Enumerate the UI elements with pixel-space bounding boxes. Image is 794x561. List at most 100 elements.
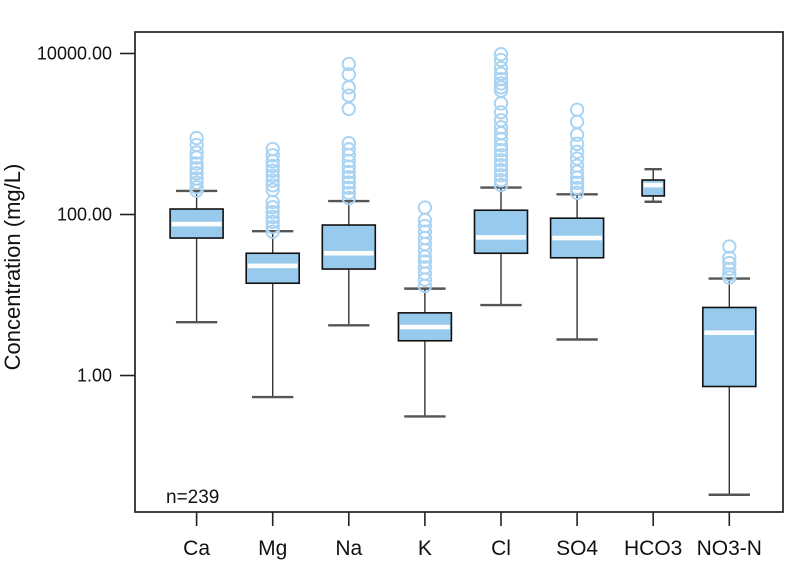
outlier-point [417, 249, 433, 264]
outlier-point [569, 185, 585, 200]
outlier-point [189, 130, 204, 146]
median-line [247, 263, 298, 269]
median-line [552, 235, 602, 241]
outlier-point [265, 148, 280, 163]
outlier-point [341, 190, 356, 206]
outlier-point [569, 102, 585, 117]
outlier-point [569, 114, 585, 129]
outlier-point [341, 153, 356, 169]
median-line [171, 221, 222, 227]
outlier-point [493, 163, 509, 178]
box-hco3 [641, 179, 666, 197]
outlier-point [341, 170, 356, 185]
outlier-point [189, 156, 204, 171]
outlier-point [265, 173, 280, 188]
outlier-point [341, 88, 356, 103]
outlier-point [417, 200, 433, 215]
outlier-point [265, 209, 280, 225]
outlier-point [493, 168, 509, 183]
outlier-point [265, 214, 280, 230]
outlier-point [265, 168, 280, 183]
outlier-point [493, 76, 509, 91]
outlier-point [189, 183, 204, 198]
median-line [704, 330, 755, 336]
outlier-point [569, 180, 585, 196]
outlier-point [722, 250, 737, 265]
outlier-point [265, 158, 280, 174]
median-line [643, 182, 663, 188]
outlier-point [341, 175, 356, 190]
x-category-label-no3-n: NO3-N [697, 537, 762, 560]
outlier-point [265, 204, 280, 220]
y-axis-title: Concentration (mg/L) [0, 164, 25, 371]
outlier-point [417, 243, 433, 258]
y-tick-label: 1.00 [77, 366, 112, 386]
outlier-point [189, 150, 204, 165]
outlier-point [722, 239, 737, 254]
outlier-point [493, 158, 509, 173]
outlier-point [569, 144, 585, 160]
box-mg [245, 252, 300, 285]
x-category-label-k: K [418, 537, 432, 560]
outlier-point [493, 47, 509, 62]
outlier-point [493, 131, 509, 147]
outlier-point [265, 219, 280, 235]
outlier-point [722, 270, 737, 285]
x-category-label-mg: Mg [258, 537, 287, 560]
outlier-point [341, 148, 356, 163]
outlier-point [493, 96, 509, 111]
outlier-point [189, 175, 204, 190]
outlier-point [265, 163, 280, 178]
outlier-point [493, 148, 509, 163]
x-category-label-na: Na [335, 537, 362, 560]
outlier-point [569, 127, 585, 142]
median-line [323, 250, 374, 256]
x-category-label-cl: Cl [491, 537, 511, 560]
y-tick-label: 100.00 [57, 205, 112, 225]
outlier-point [341, 164, 356, 180]
outlier-point [265, 153, 280, 169]
outlier-point [493, 153, 509, 168]
outlier-point [493, 52, 509, 68]
outlier-point [417, 278, 433, 293]
outlier-point [189, 145, 204, 160]
sample-size-annotation: n=239 [166, 487, 219, 508]
outlier-point [493, 60, 509, 76]
outlier-point [569, 175, 585, 191]
outlier-point [341, 101, 356, 117]
outlier-point [569, 164, 585, 179]
outlier-point [265, 178, 280, 193]
outlier-point [189, 161, 204, 176]
x-category-label-ca: Ca [183, 537, 210, 560]
outlier-point [341, 180, 356, 195]
x-category-label-so4: SO4 [556, 537, 598, 560]
plot-frame [134, 31, 784, 513]
outlier-point [265, 200, 280, 215]
outlier-point [189, 166, 204, 181]
outlier-point [493, 177, 509, 193]
outlier-point [341, 185, 356, 201]
box-no3-n [701, 306, 757, 388]
outlier-point [493, 173, 509, 188]
plot-area: 10000.00 100.00 1.00 Ca Mg Na K Cl SO4 HCO3 NO3-N [37, 31, 784, 560]
outlier-point [341, 80, 356, 95]
outlier-point [341, 159, 356, 174]
box-na [321, 224, 377, 270]
outlier-point [493, 143, 509, 158]
y-tick-label: 10000.00 [37, 44, 112, 64]
outlier-point [722, 261, 737, 277]
outlier-point [265, 194, 280, 210]
outlier-point [493, 105, 509, 120]
median-line [476, 235, 526, 240]
outlier-point [569, 170, 585, 185]
box-cl [473, 209, 529, 255]
x-category-label-hco3: HCO3 [624, 537, 682, 560]
outlier-point [341, 56, 356, 72]
outlier-point [417, 272, 433, 287]
outlier-point [493, 138, 509, 153]
outlier-point [493, 66, 509, 81]
outlier-point [265, 224, 280, 239]
outlier-point [569, 136, 585, 151]
